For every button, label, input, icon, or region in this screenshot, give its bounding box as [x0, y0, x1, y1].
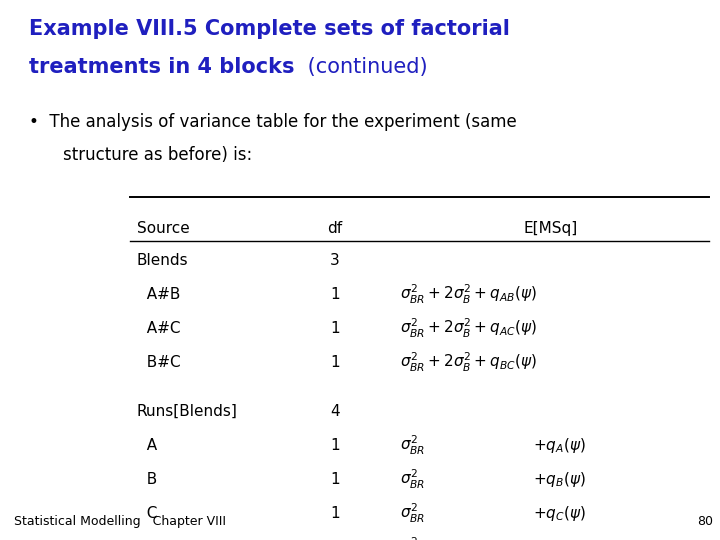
Text: Runs[Blends]: Runs[Blends]	[137, 404, 238, 419]
Text: 1: 1	[330, 355, 340, 370]
Text: $\sigma^2_{BR}$: $\sigma^2_{BR}$	[400, 468, 425, 491]
Text: 1: 1	[330, 321, 340, 336]
Text: $+q_{C}(\psi)$: $+q_{C}(\psi)$	[533, 504, 586, 523]
Text: C: C	[137, 506, 157, 521]
Text: $+q_{A}(\psi)$: $+q_{A}(\psi)$	[533, 436, 585, 455]
Text: $\sigma^2_{BR}$: $\sigma^2_{BR}$	[400, 502, 425, 525]
Text: Source: Source	[137, 221, 189, 237]
Text: 1: 1	[330, 506, 340, 521]
Text: 4: 4	[330, 404, 340, 419]
Text: df: df	[327, 221, 343, 237]
Text: •  The analysis of variance table for the experiment (same: • The analysis of variance table for the…	[29, 113, 516, 131]
Text: $\sigma^2_{BR}+2\sigma^2_{B}+q_{AB}(\psi)$: $\sigma^2_{BR}+2\sigma^2_{B}+q_{AB}(\psi…	[400, 282, 536, 306]
Text: $\sigma^2_{BR}$: $\sigma^2_{BR}$	[400, 536, 425, 540]
Text: $\sigma^2_{BR}+2\sigma^2_{B}+q_{AC}(\psi)$: $\sigma^2_{BR}+2\sigma^2_{B}+q_{AC}(\psi…	[400, 316, 536, 340]
Text: treatments in 4 blocks: treatments in 4 blocks	[29, 57, 294, 77]
Text: A#B: A#B	[137, 287, 180, 302]
Text: $\sigma^2_{BR}$: $\sigma^2_{BR}$	[400, 434, 425, 457]
Text: A#C: A#C	[137, 321, 180, 336]
Text: B#C: B#C	[137, 355, 181, 370]
Text: 1: 1	[330, 438, 340, 453]
Text: A: A	[137, 438, 157, 453]
Text: structure as before) is:: structure as before) is:	[63, 146, 253, 164]
Text: $\sigma^2_{BR}+2\sigma^2_{B}+q_{BC}(\psi)$: $\sigma^2_{BR}+2\sigma^2_{B}+q_{BC}(\psi…	[400, 350, 536, 374]
Text: E[MSq]: E[MSq]	[523, 221, 578, 237]
Text: Example VIII.5 Complete sets of factorial: Example VIII.5 Complete sets of factoria…	[29, 19, 510, 39]
Text: (continued): (continued)	[301, 57, 428, 77]
Text: 1: 1	[330, 287, 340, 302]
Text: 3: 3	[330, 253, 340, 268]
Text: 80: 80	[697, 515, 713, 528]
Text: 1: 1	[330, 472, 340, 487]
Text: Blends: Blends	[137, 253, 189, 268]
Text: Statistical Modelling   Chapter VIII: Statistical Modelling Chapter VIII	[14, 515, 226, 528]
Text: $+q_{ABC}(\psi)$: $+q_{ABC}(\psi)$	[533, 538, 600, 540]
Text: B: B	[137, 472, 157, 487]
Text: $+q_{B}(\psi)$: $+q_{B}(\psi)$	[533, 470, 585, 489]
